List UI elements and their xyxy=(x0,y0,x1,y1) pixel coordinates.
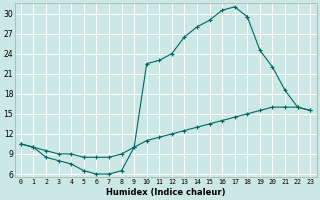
X-axis label: Humidex (Indice chaleur): Humidex (Indice chaleur) xyxy=(106,188,225,197)
